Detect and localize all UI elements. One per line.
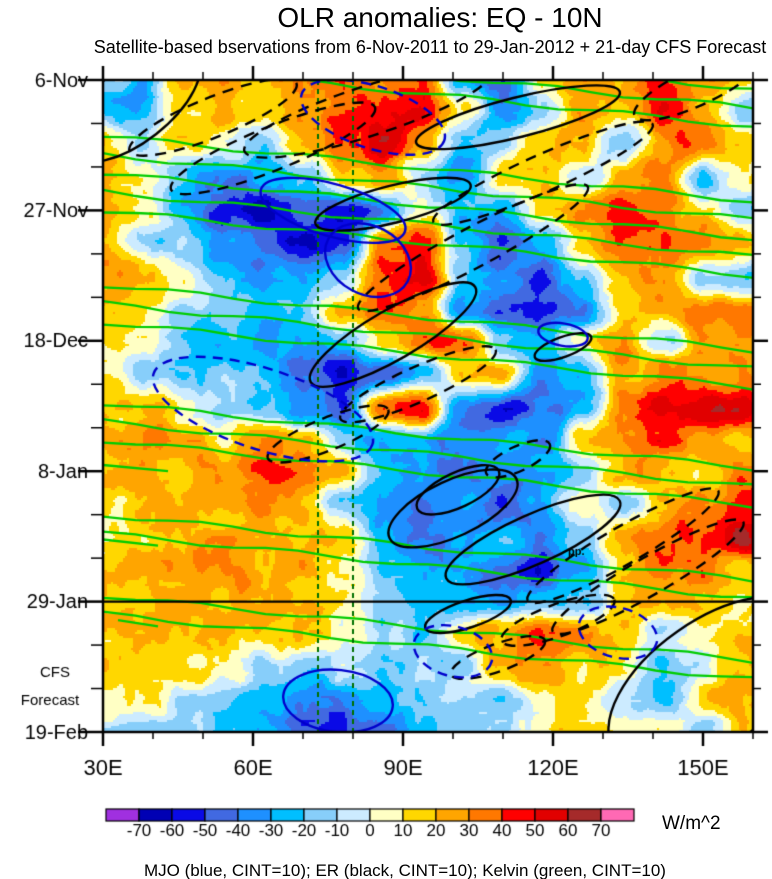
colorbar-units-label: W/m^2	[662, 813, 721, 834]
hovmoller-plot-canvas	[0, 0, 772, 852]
chart-title: OLR anomalies: EQ - 10N	[277, 2, 603, 33]
chart-subtitle: Satellite-based bservations from 6-Nov-2…	[93, 37, 767, 57]
contour-legend-caption: MJO (blue, CINT=10); ER (black, CINT=10)…	[144, 861, 666, 879]
